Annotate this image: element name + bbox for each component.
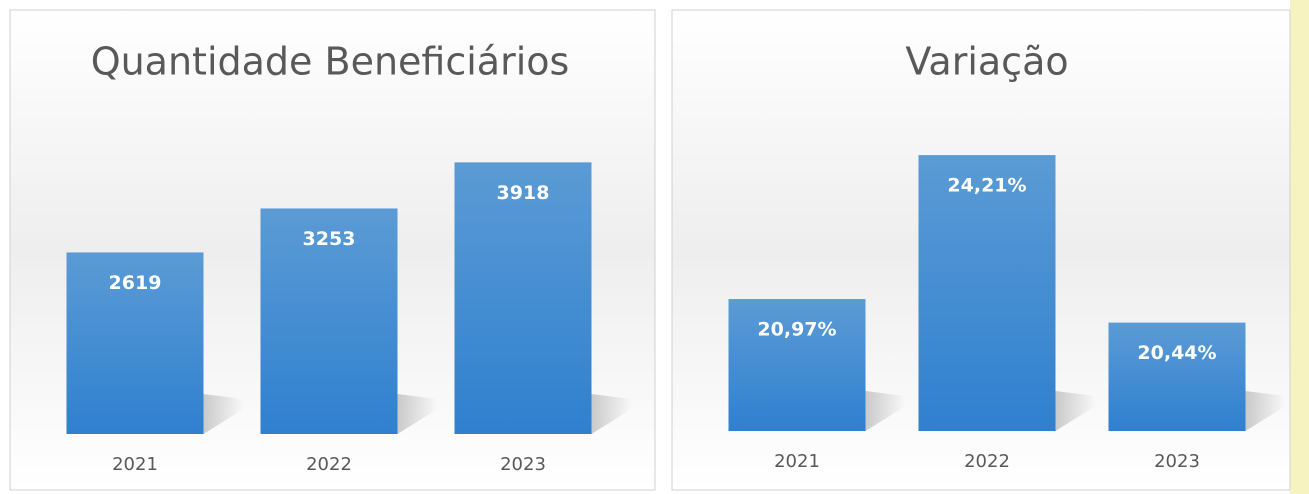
bar bbox=[728, 299, 866, 431]
bar-shadow bbox=[397, 394, 438, 434]
x-tick-label: 2021 bbox=[112, 454, 158, 475]
bar bbox=[66, 252, 204, 434]
chart-panel: Quantidade Beneficiários 2021 2619 2022 325… bbox=[9, 9, 656, 491]
chart-panel: Variação 2021 20,97% 2022 24,21% 2023 20,44% bbox=[671, 9, 1291, 491]
bar bbox=[260, 208, 398, 434]
x-tick-label: 2023 bbox=[500, 454, 546, 475]
data-label: 3918 bbox=[497, 182, 550, 204]
decor bbox=[1290, 0, 1309, 494]
bar-shadow bbox=[1055, 391, 1096, 431]
x-tick-label: 2022 bbox=[964, 451, 1010, 472]
x-tick-label: 2022 bbox=[306, 454, 352, 475]
bar-shadow bbox=[865, 391, 906, 431]
bar bbox=[918, 155, 1056, 431]
bar-shadow bbox=[1245, 391, 1286, 431]
x-tick-label: 2023 bbox=[1154, 451, 1200, 472]
data-label: 24,21% bbox=[947, 175, 1026, 197]
bar bbox=[454, 162, 592, 435]
data-label: 20,97% bbox=[757, 319, 836, 341]
bar-shadow bbox=[203, 394, 244, 434]
data-label: 20,44% bbox=[1137, 342, 1216, 364]
x-tick-label: 2021 bbox=[774, 451, 820, 472]
bar bbox=[1108, 322, 1246, 431]
chart-title: Quantidade Beneficiários bbox=[91, 40, 570, 84]
chart-title: Variação bbox=[905, 40, 1068, 84]
data-label: 2619 bbox=[109, 272, 162, 294]
data-label: 3253 bbox=[303, 228, 356, 250]
bar-shadow bbox=[591, 394, 632, 434]
